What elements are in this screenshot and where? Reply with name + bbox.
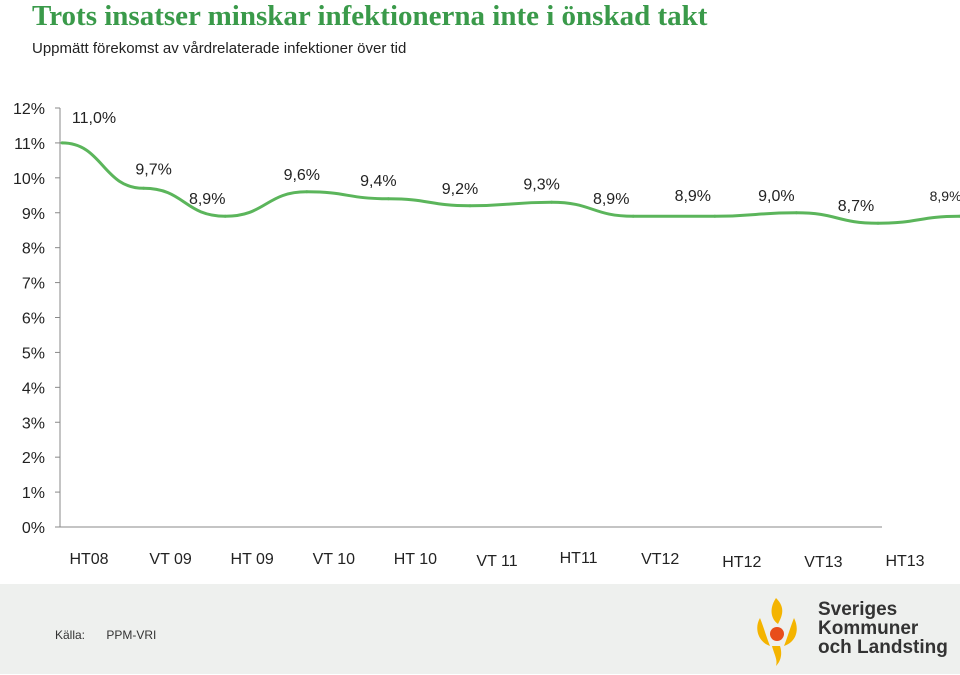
data-label: 8,9% [189,191,225,208]
x-axis: HT08 VT 09 HT 09 VT 10 HT 10 VT 11 HT11 VT12 HT1… [60,527,960,572]
data-point [877,222,880,225]
y-tick-label: 11% [14,136,45,153]
source-note: Källa: PPM-VRI [55,628,156,642]
data-labels: 11,0% 9,7% 8,9% 9,6% 9,4% 9,2% 9,3% 8,9% 8,9% 9,0… [72,110,960,215]
y-tick-label: 12% [13,101,45,118]
data-label: 8,9% [593,191,629,208]
data-label: 8,7% [838,198,874,215]
data-point [61,141,64,144]
x-tick-label: HT08 [69,551,108,568]
x-tick-label: HT 09 [231,551,274,568]
x-tick-label: VT 11 [476,553,517,570]
data-point [142,187,145,190]
logo-line-2: Kommuner [818,619,948,638]
data-point [795,211,798,214]
data-label: 9,4% [360,173,396,190]
y-tick-label: 10% [13,171,45,188]
y-tick-label: 7% [22,276,45,293]
x-tick-label: HT 10 [394,551,437,568]
y-tick-label: 2% [22,450,45,467]
data-point [632,215,635,218]
x-tick-label: VT13 [804,554,842,571]
data-point [387,197,390,200]
data-point [305,190,308,193]
y-tick-label: 9% [22,206,45,223]
logo-wordmark: Sveriges Kommuner och Landsting [818,600,948,657]
x-tick-label: HT11 [560,550,598,567]
logo-line-1: Sveriges [818,600,948,619]
y-tick-label: 0% [22,520,45,537]
x-tick-label: VT12 [641,551,679,568]
y-tick-label: 1% [22,485,45,502]
source-label: Källa: [55,628,85,642]
data-label: 11,0% [72,110,116,127]
y-tick-label: 8% [22,241,45,258]
x-tick-label: VT 09 [149,551,192,568]
data-label: 9,0% [758,188,794,205]
logo-line-3: och Landsting [818,638,948,657]
series-path [62,143,960,223]
data-label: 9,6% [284,167,320,184]
data-label: 9,2% [442,181,478,198]
y-tick-label: 3% [22,415,45,432]
data-label: 8,9% [930,188,960,204]
series-line [61,141,960,224]
data-label: 9,7% [135,161,171,178]
data-point [713,215,716,218]
data-label: 9,3% [523,176,559,193]
x-tick-label: VT 10 [313,551,356,568]
y-tick-label: 4% [22,380,45,397]
y-tick-label: 5% [22,345,45,362]
y-axis: 0% 1% 2% 3% 4% 5% 6% 7% 8% 9% 10% 11% 12% [13,101,60,537]
data-label: 8,9% [675,188,711,205]
source-value: PPM-VRI [106,628,156,642]
logo-emblem-icon [748,590,808,670]
x-tick-label: HT12 [722,554,761,571]
data-point [224,215,227,218]
skl-logo: Sveriges Kommuner och Landsting [748,590,958,670]
x-tick-label: HT13 [885,553,924,570]
y-tick-label: 6% [22,311,45,328]
data-point [469,204,472,207]
data-point [550,201,553,204]
